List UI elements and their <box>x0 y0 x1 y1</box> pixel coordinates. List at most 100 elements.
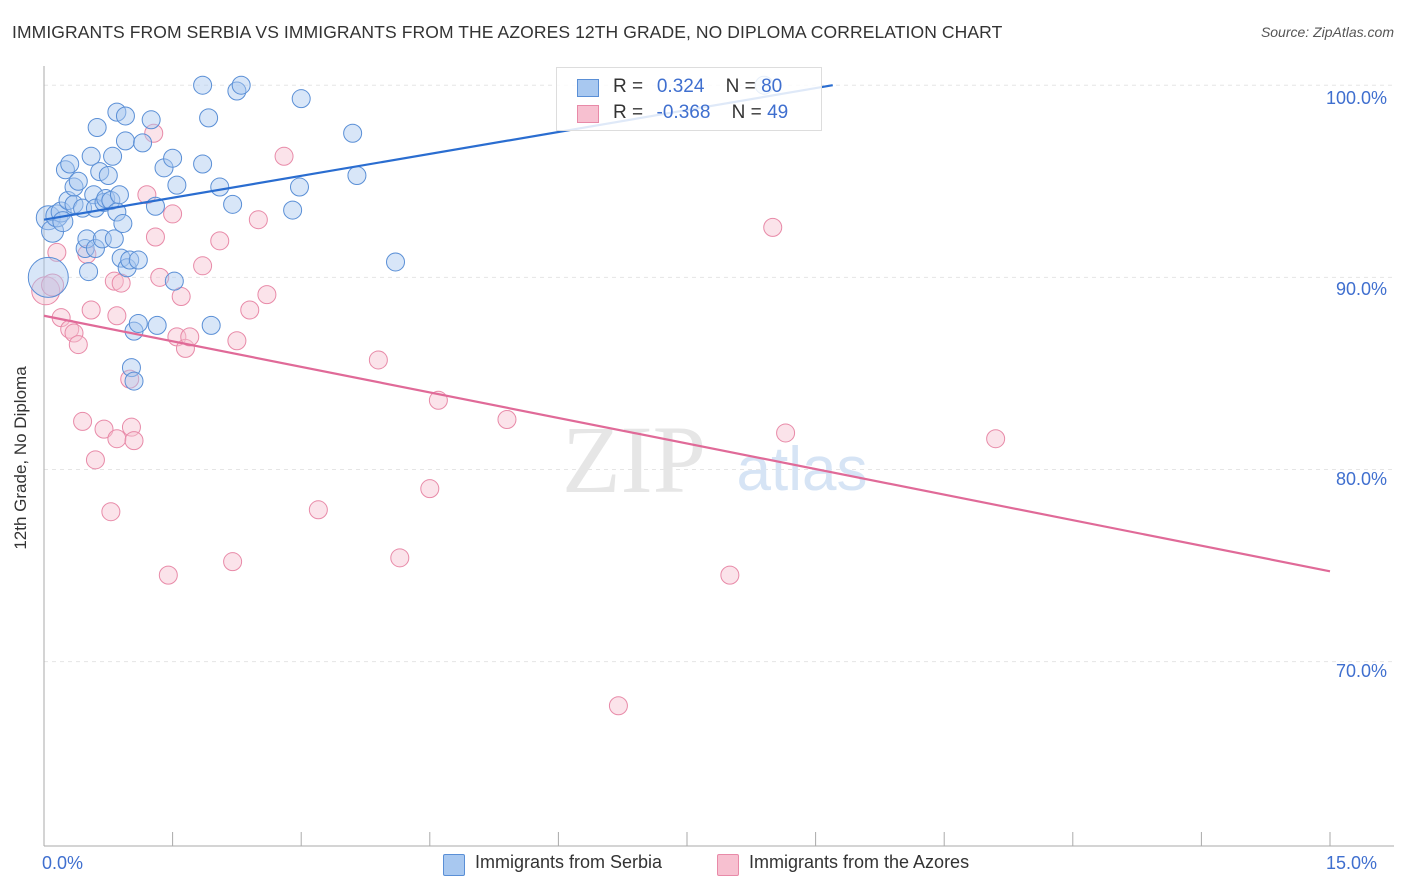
n-value: 80 <box>761 76 783 97</box>
data-point <box>147 315 167 335</box>
data-point <box>98 166 118 186</box>
data-point <box>68 335 88 355</box>
watermark-atlas: atlas <box>737 435 868 504</box>
data-point <box>210 231 230 251</box>
data-point <box>283 200 303 220</box>
data-point <box>94 419 114 439</box>
data-point <box>986 429 1006 449</box>
data-point <box>343 123 363 143</box>
data-point <box>608 696 628 716</box>
data-point <box>163 204 183 224</box>
data-point <box>109 185 129 205</box>
data-point <box>720 565 740 585</box>
data-point <box>113 214 133 234</box>
data-point <box>103 146 123 166</box>
r-value: -0.368 <box>656 102 711 123</box>
r-value: 0.324 <box>656 76 705 97</box>
chart-title: IMMIGRANTS FROM SERBIA VS IMMIGRANTS FRO… <box>12 22 1003 42</box>
data-point <box>347 166 367 186</box>
data-point <box>257 285 277 305</box>
data-point <box>193 75 213 95</box>
data-point <box>386 252 406 272</box>
data-point <box>289 177 309 197</box>
data-point <box>368 350 388 370</box>
data-point <box>308 500 328 520</box>
data-point <box>73 411 93 431</box>
data-point <box>199 108 219 128</box>
data-point <box>248 210 268 230</box>
legend-swatch-pink <box>577 105 599 123</box>
legend-label: Immigrants from Serbia <box>475 852 663 872</box>
data-point <box>81 146 101 166</box>
data-point <box>193 256 213 276</box>
legend-swatch-blue <box>577 79 599 97</box>
n-label: N = <box>725 76 756 97</box>
data-point <box>223 552 243 572</box>
data-point <box>81 300 101 320</box>
x-tick-label: 15.0% <box>1326 853 1378 873</box>
data-point <box>104 229 124 249</box>
data-point <box>60 154 80 174</box>
data-point <box>101 502 121 522</box>
data-point <box>107 306 127 326</box>
gridlines <box>44 84 1394 663</box>
data-point <box>164 271 184 291</box>
n-label: N = <box>731 102 762 123</box>
data-point <box>193 154 213 174</box>
data-point <box>128 250 148 270</box>
axes <box>43 66 1394 847</box>
data-point <box>201 315 221 335</box>
data-point <box>274 146 294 166</box>
data-point <box>158 565 178 585</box>
data-point <box>47 242 67 262</box>
legend-swatch-pink <box>717 854 739 876</box>
data-point <box>68 171 88 191</box>
data-point <box>497 409 517 429</box>
data-point <box>776 423 796 443</box>
source-label: Source: ZipAtlas.com <box>1260 24 1394 40</box>
x-tick-label: 0.0% <box>42 853 84 873</box>
data-point <box>85 239 105 259</box>
data-point <box>104 271 124 291</box>
data-point <box>133 133 153 153</box>
data-point <box>163 148 183 168</box>
legend-label: Immigrants from the Azores <box>749 852 970 872</box>
data-point <box>763 217 783 237</box>
y-tick-label: 100.0% <box>1326 88 1388 108</box>
azores-points <box>31 123 1006 716</box>
data-point <box>87 117 107 137</box>
data-point <box>75 239 95 259</box>
data-point <box>124 371 144 391</box>
data-point <box>167 175 187 195</box>
data-point <box>115 131 135 151</box>
y-axis-label: 12th Grade, No Diploma <box>11 366 30 550</box>
y-tick-label: 90.0% <box>1336 279 1388 299</box>
data-point <box>107 429 127 449</box>
data-point <box>128 313 148 333</box>
data-point <box>240 300 260 320</box>
data-point <box>64 323 84 343</box>
data-point <box>41 273 65 297</box>
data-point <box>117 258 137 278</box>
data-point <box>420 479 440 499</box>
trend-line-azores <box>43 314 1331 573</box>
data-point <box>124 431 144 451</box>
r-label: R = <box>613 102 644 123</box>
y-tick-label: 70.0% <box>1336 661 1388 681</box>
data-point <box>180 327 200 347</box>
data-point <box>141 110 161 130</box>
data-point <box>291 89 311 109</box>
r-label: R = <box>613 76 644 97</box>
data-point <box>115 106 135 126</box>
stats-legend: R = 0.324 N = 80 R = -0.368 N = 49 <box>556 67 822 131</box>
data-point <box>231 75 251 95</box>
data-point <box>27 256 69 298</box>
data-point <box>227 331 247 351</box>
data-point <box>85 450 105 470</box>
data-point <box>79 262 99 282</box>
data-point <box>145 227 165 247</box>
n-value: 49 <box>767 102 789 123</box>
legend-swatch-blue <box>443 854 465 876</box>
data-point <box>223 194 243 214</box>
